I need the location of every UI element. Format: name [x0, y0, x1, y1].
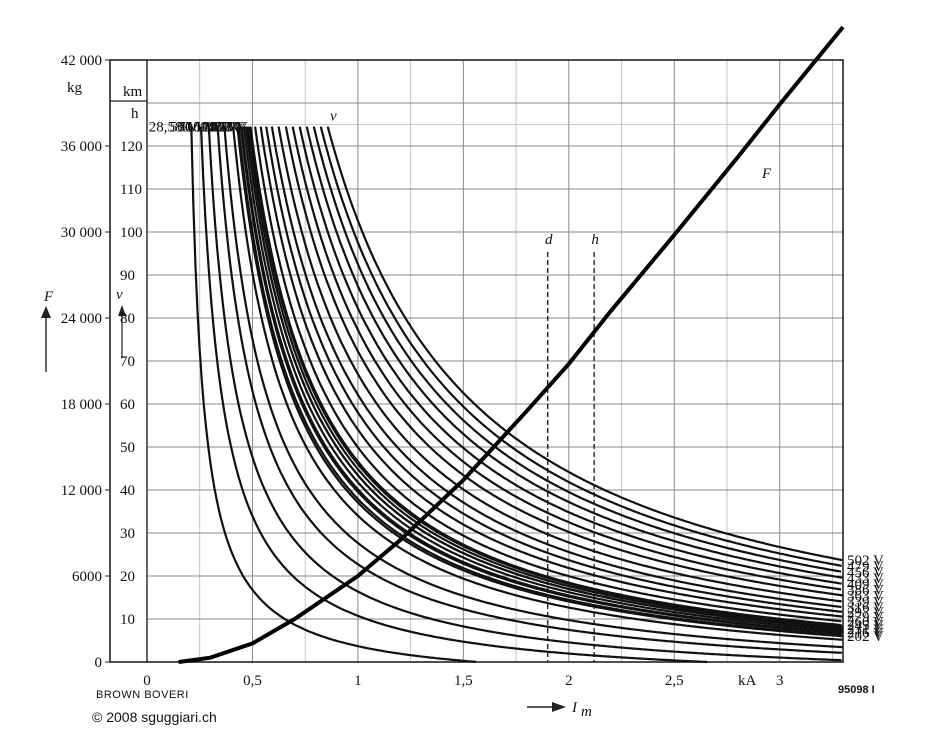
- voltage-curve-279-V: [261, 127, 843, 617]
- current-axis-label-sub: m: [581, 704, 592, 720]
- speed-tick-label: 20: [120, 569, 135, 585]
- speed-tick-label: 120: [120, 139, 143, 155]
- speed-tick-label: 10: [120, 612, 135, 628]
- speed-unit-num: km: [123, 84, 143, 100]
- current-axis-label: I: [571, 700, 578, 716]
- maker-label: BROWN BOVERI: [96, 689, 189, 701]
- speed-tick-label: 60: [120, 397, 135, 413]
- voltage-curve-386-V: [293, 127, 841, 590]
- speed-tick-label: 100: [120, 225, 143, 241]
- voltage-curve-50-V: [201, 127, 707, 662]
- current-tick-label: 2,5: [665, 673, 684, 689]
- current-unit-label: kA: [738, 673, 757, 689]
- speed-axis-label: v: [116, 287, 123, 303]
- force-tick-label: 36 000: [61, 139, 102, 155]
- speed-tick-label: 80: [120, 311, 135, 327]
- voltage-label: 502 V: [847, 553, 884, 569]
- force-curve-label: F: [761, 166, 772, 182]
- current-tick-label: 0: [143, 673, 151, 689]
- marker-label-h: h: [591, 232, 599, 248]
- current-tick-label: 2: [565, 673, 573, 689]
- current-tick-label: 1: [354, 673, 362, 689]
- marker-label-d: d: [545, 232, 553, 248]
- speed-tick-label: 110: [120, 182, 142, 198]
- force-axis-arrow-head: [41, 306, 51, 318]
- voltage-curves: [191, 127, 843, 662]
- voltage-curve-109-V: [224, 127, 842, 648]
- speed-tick-label: 50: [120, 440, 135, 456]
- force-axis-label: F: [43, 289, 54, 305]
- current-tick-label: 1,5: [454, 673, 473, 689]
- force-tick-label: 24 000: [61, 311, 102, 327]
- force-tick-label: 12 000: [61, 483, 102, 499]
- voltage-curve-192-V: [241, 127, 842, 634]
- force-tick-label: 18 000: [61, 397, 102, 413]
- current-tick-label: 3: [776, 673, 784, 689]
- force-tick-label: 6000: [72, 569, 102, 585]
- speed-cap-label: v: [330, 109, 337, 125]
- voltage-curve-316-V: [272, 127, 842, 607]
- voltage-curve-28-5-V: [191, 127, 476, 662]
- copyright-label: © 2008 sguggiari.ch: [92, 709, 217, 725]
- speed-unit-den: h: [131, 106, 139, 122]
- speed-tick-label: 40: [120, 483, 135, 499]
- voltage-curve-339-V: [279, 127, 842, 602]
- speed-tick-label: 70: [120, 354, 135, 370]
- force-tick-label: 0: [95, 655, 103, 671]
- speed-tick-label: 30: [120, 526, 135, 542]
- current-tick-label: 0,5: [243, 673, 262, 689]
- speed-tick-label: 90: [120, 268, 135, 284]
- voltage-label: 28,5 V: [149, 120, 190, 136]
- force-tick-label: 30 000: [61, 225, 102, 241]
- force-tick-label: 42 000: [61, 53, 102, 69]
- figure-number: 95098 I: [838, 684, 875, 696]
- force-unit-label: kg: [67, 80, 83, 96]
- voltage-curve-129-V: [233, 127, 843, 640]
- traction-characteristic-chart: 0 6000 12 000 18 000 24 000 30 000 36 000 42 00…: [0, 0, 935, 744]
- current-axis-arrow-head: [552, 702, 566, 712]
- voltage-curve-216-V: [242, 127, 843, 633]
